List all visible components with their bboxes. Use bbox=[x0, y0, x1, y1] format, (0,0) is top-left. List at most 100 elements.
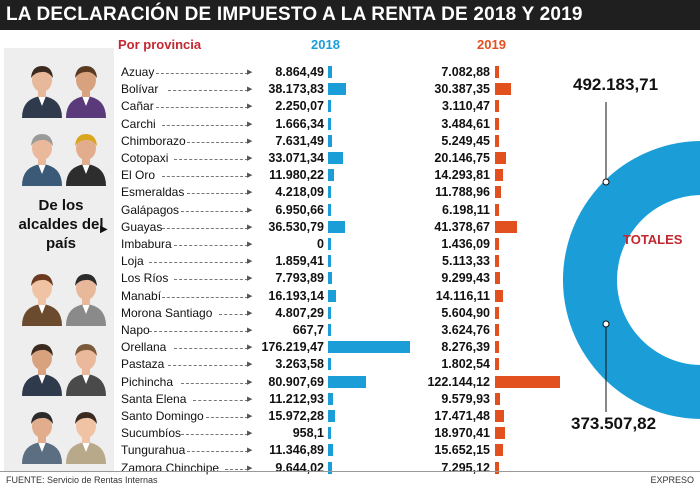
leader-line bbox=[174, 245, 248, 246]
value-2019: 1.436,09 bbox=[441, 237, 490, 251]
arrow-icon: ▶ bbox=[247, 361, 253, 369]
bar-2019 bbox=[495, 358, 499, 371]
bar-2019 bbox=[495, 203, 499, 216]
bar-2019 bbox=[495, 66, 499, 78]
value-2019: 8.276,39 bbox=[441, 340, 490, 355]
bar-2018 bbox=[328, 203, 332, 216]
totals-label: TOTALES bbox=[623, 232, 683, 247]
value-2019: 3.110,47 bbox=[442, 99, 490, 114]
bar-2019 bbox=[495, 324, 499, 336]
value-2018: 38.173,83 bbox=[268, 82, 324, 97]
leader-line bbox=[161, 296, 248, 298]
leader-line bbox=[205, 417, 248, 418]
avatar-icon bbox=[22, 66, 62, 118]
province-name: Galápagos bbox=[121, 202, 180, 217]
bar-2019 bbox=[495, 134, 499, 147]
value-2019: 7.082,88 bbox=[441, 65, 490, 79]
province-name: El Oro bbox=[121, 168, 156, 183]
avatar-icon bbox=[66, 66, 106, 118]
value-2018: 15.972,28 bbox=[268, 409, 324, 423]
bar-2018 bbox=[328, 83, 346, 96]
leader-line bbox=[174, 348, 248, 350]
value-2018: 7.793,89 bbox=[275, 271, 324, 286]
value-2019: 9.299,43 bbox=[441, 271, 490, 286]
value-2018: 667,7 bbox=[292, 323, 324, 337]
bar-2019 bbox=[495, 272, 500, 285]
footer: FUENTE: Servicio de Rentas Internas EXPR… bbox=[0, 471, 700, 488]
avatar-icon bbox=[22, 344, 62, 396]
leader-line bbox=[174, 279, 248, 281]
bar-2019 bbox=[495, 100, 499, 113]
leader-line bbox=[155, 73, 248, 74]
arrow-icon: ▶ bbox=[247, 120, 253, 128]
province-name: Morona Santiago bbox=[121, 305, 213, 320]
arrow-icon: ▶ bbox=[247, 103, 253, 111]
bar-2018 bbox=[328, 392, 334, 405]
bar-2018 bbox=[328, 238, 331, 250]
province-name: Manabí bbox=[121, 288, 162, 303]
province-name: Santo Domingo bbox=[121, 409, 204, 423]
arrow-icon: ▶ bbox=[247, 447, 253, 455]
value-2019: 9.579,93 bbox=[441, 391, 490, 406]
leader-line bbox=[161, 176, 248, 178]
province-name: Los Ríos bbox=[121, 271, 169, 286]
bar-2018 bbox=[328, 220, 345, 233]
value-2018: 11.980,22 bbox=[269, 168, 324, 183]
bar-2019 bbox=[495, 169, 503, 182]
bar-2018 bbox=[328, 255, 331, 268]
value-2018: 1.859,41 bbox=[275, 254, 324, 269]
bar-2018 bbox=[328, 66, 333, 78]
value-2018: 0 bbox=[317, 237, 324, 251]
arrow-icon: ▶ bbox=[247, 464, 253, 472]
bar-2018 bbox=[328, 186, 331, 199]
value-2018: 80.907,69 bbox=[268, 374, 324, 389]
leader-line bbox=[168, 90, 248, 92]
province-name: Tungurahua bbox=[121, 443, 186, 458]
footer-source: FUENTE: Servicio de Rentas Internas bbox=[6, 475, 158, 485]
arrow-icon: ▶ bbox=[247, 292, 253, 300]
value-2019: 41.378,67 bbox=[434, 219, 490, 234]
year-2018-header: 2018 bbox=[311, 37, 340, 52]
province-name: Esmeraldas bbox=[121, 185, 185, 200]
arrow-icon: ▶ bbox=[247, 223, 253, 231]
value-2018: 16.193,14 bbox=[268, 288, 324, 303]
arrow-icon: ▶ bbox=[247, 378, 253, 386]
value-2018: 7.631,49 bbox=[275, 133, 324, 148]
bar-2019 bbox=[495, 152, 506, 164]
bar-2019 bbox=[495, 410, 505, 422]
leader-dot-2019 bbox=[602, 320, 610, 328]
value-2018: 33.071,34 bbox=[268, 151, 324, 165]
leader-line bbox=[218, 313, 248, 315]
avatar-icon bbox=[66, 274, 106, 326]
value-2019: 18.970,41 bbox=[434, 426, 490, 441]
leader-line bbox=[180, 210, 248, 212]
bar-2019 bbox=[495, 255, 499, 268]
value-2019: 20.146,75 bbox=[434, 151, 490, 165]
total-2019-label: 373.507,82 bbox=[571, 414, 657, 433]
totals-donut-chart bbox=[561, 102, 700, 421]
arrow-icon: ▶ bbox=[247, 155, 253, 162]
bar-2018 bbox=[328, 272, 332, 285]
value-2019: 3.484,61 bbox=[441, 116, 490, 131]
bar-2018 bbox=[328, 341, 410, 354]
value-2019: 14.293,81 bbox=[434, 168, 490, 183]
leader-line bbox=[187, 451, 248, 453]
value-2018: 36.530,79 bbox=[268, 219, 324, 234]
bar-2018 bbox=[328, 444, 334, 457]
arrow-icon: ▶ bbox=[247, 69, 253, 76]
bar-2019 bbox=[495, 220, 518, 233]
leader-line bbox=[161, 227, 248, 229]
value-2018: 11.212,93 bbox=[269, 391, 324, 406]
bar-2018 bbox=[328, 324, 331, 336]
leader-line bbox=[174, 159, 248, 160]
leader-line bbox=[193, 399, 248, 401]
value-2019: 122.144,12 bbox=[427, 374, 490, 389]
leader-line bbox=[180, 434, 248, 436]
arrow-icon: ▶ bbox=[247, 258, 253, 266]
leader-line bbox=[149, 262, 248, 264]
mayors-panel bbox=[4, 48, 114, 472]
value-2018: 3.263,58 bbox=[275, 357, 324, 372]
bar-2019 bbox=[495, 83, 512, 96]
value-2018: 4.218,09 bbox=[275, 185, 324, 200]
arrow-icon: ▶ bbox=[247, 309, 253, 317]
